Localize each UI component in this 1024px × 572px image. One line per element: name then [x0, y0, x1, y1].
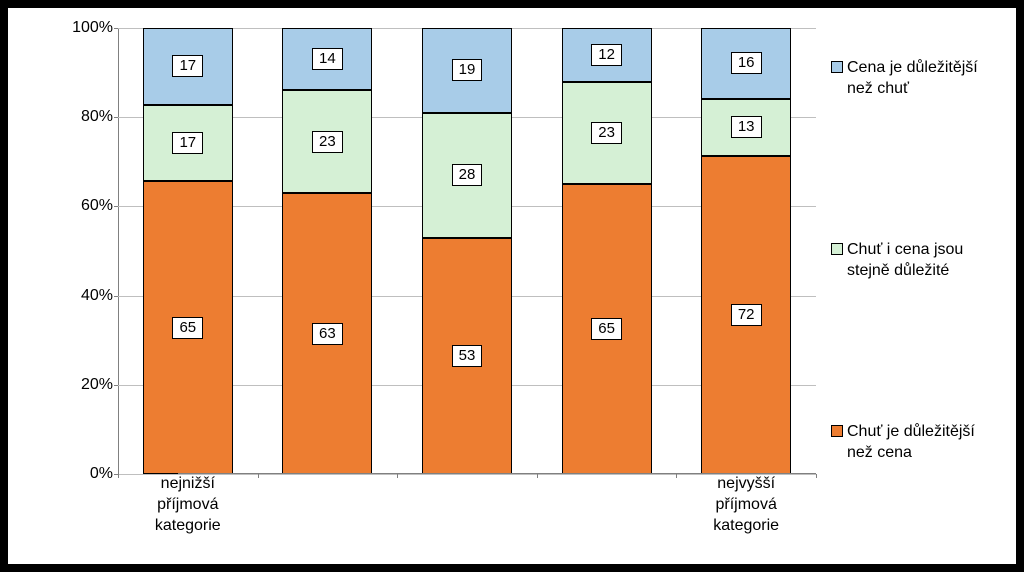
- value-label: 72: [731, 304, 762, 326]
- bar-group: 72 13 16: [701, 28, 791, 474]
- bar-segment-cena: 17: [143, 28, 233, 105]
- bar-segment-chut: 65: [562, 184, 652, 474]
- value-label: 13: [731, 116, 762, 138]
- legend: Cena je důležitější než chuť Chuť i cena …: [831, 58, 996, 464]
- bar-group: 65 23 12: [562, 28, 652, 474]
- x-axis-tick: [816, 474, 817, 478]
- x-axis-category-label: nejvyšší příjmová kategorie: [701, 474, 791, 544]
- x-axis-category-label: [422, 474, 512, 544]
- bar-segment-cena: 16: [701, 28, 791, 99]
- bar-segment-cena: 14: [282, 28, 372, 90]
- value-label: 28: [452, 164, 483, 186]
- bar-group: 63 23 14: [282, 28, 372, 474]
- bar-segment-both: 13: [701, 99, 791, 156]
- bar-segment-chut: 53: [422, 238, 512, 474]
- bar-group: 53 28 19: [422, 28, 512, 474]
- y-axis-tick-label: 100%: [58, 19, 113, 37]
- bar-segment-both: 23: [562, 82, 652, 185]
- value-label: 53: [452, 345, 483, 367]
- x-axis-category-label: nejnižší příjmová kategorie: [143, 474, 233, 544]
- bars-row: 65 17 17 63 23 14 53 28 19 65 23 12 72 13 16: [118, 28, 816, 474]
- value-label: 63: [312, 323, 343, 345]
- legend-swatch: [831, 61, 843, 73]
- bar-segment-chut: 63: [282, 193, 372, 474]
- value-label: 19: [452, 59, 483, 81]
- value-label: 16: [731, 52, 762, 74]
- bar-group: 65 17 17: [143, 28, 233, 474]
- bar-segment-both: 28: [422, 113, 512, 238]
- legend-swatch: [831, 425, 843, 437]
- bar-segment-chut: 65: [143, 181, 233, 474]
- chart-frame: 0% 20% 40% 60% 80% 100% 65 17 17 63 23 14 53 28 19 65 2…: [0, 0, 1024, 572]
- value-label: 65: [591, 318, 622, 340]
- legend-label: Chuť i cena jsou stejně důležité: [847, 240, 996, 282]
- y-axis-tick-label: 60%: [58, 197, 113, 215]
- plot-area: 65 17 17 63 23 14 53 28 19 65 23 12 72 13 16: [118, 28, 816, 474]
- legend-label: Chuť je důležitější než cena: [847, 422, 996, 464]
- legend-item-chut: Chuť je důležitější než cena: [831, 422, 996, 464]
- y-axis-tick-label: 20%: [58, 376, 113, 394]
- chart-container: 0%20%40%60%80%100% 651717632314532819652…: [58, 28, 816, 474]
- value-label: 14: [312, 48, 343, 70]
- legend-swatch: [831, 243, 843, 255]
- value-label: 12: [591, 44, 622, 66]
- value-label: 65: [172, 317, 203, 339]
- bar-segment-both: 23: [282, 90, 372, 193]
- bar-segment-both: 17: [143, 105, 233, 182]
- x-axis-labels: nejnižší příjmová kategorie nejvyšší příj…: [118, 474, 816, 544]
- legend-item-cena: Cena je důležitější než chuť: [831, 58, 996, 100]
- bar-segment-cena: 12: [562, 28, 652, 82]
- x-axis-category-label: [562, 474, 652, 544]
- value-label: 17: [172, 55, 203, 77]
- x-axis-category-label: [282, 474, 372, 544]
- value-label: 23: [591, 122, 622, 144]
- bar-segment-cena: 19: [422, 28, 512, 113]
- y-axis-tick-label: 40%: [58, 287, 113, 305]
- legend-label: Cena je důležitější než chuť: [847, 58, 996, 100]
- y-axis-tick-label: 0%: [58, 465, 113, 483]
- bar-segment-chut: 72: [701, 156, 791, 474]
- value-label: 17: [172, 132, 203, 154]
- legend-item-both: Chuť i cena jsou stejně důležité: [831, 240, 996, 282]
- value-label: 23: [312, 131, 343, 153]
- y-axis-tick-label: 80%: [58, 108, 113, 126]
